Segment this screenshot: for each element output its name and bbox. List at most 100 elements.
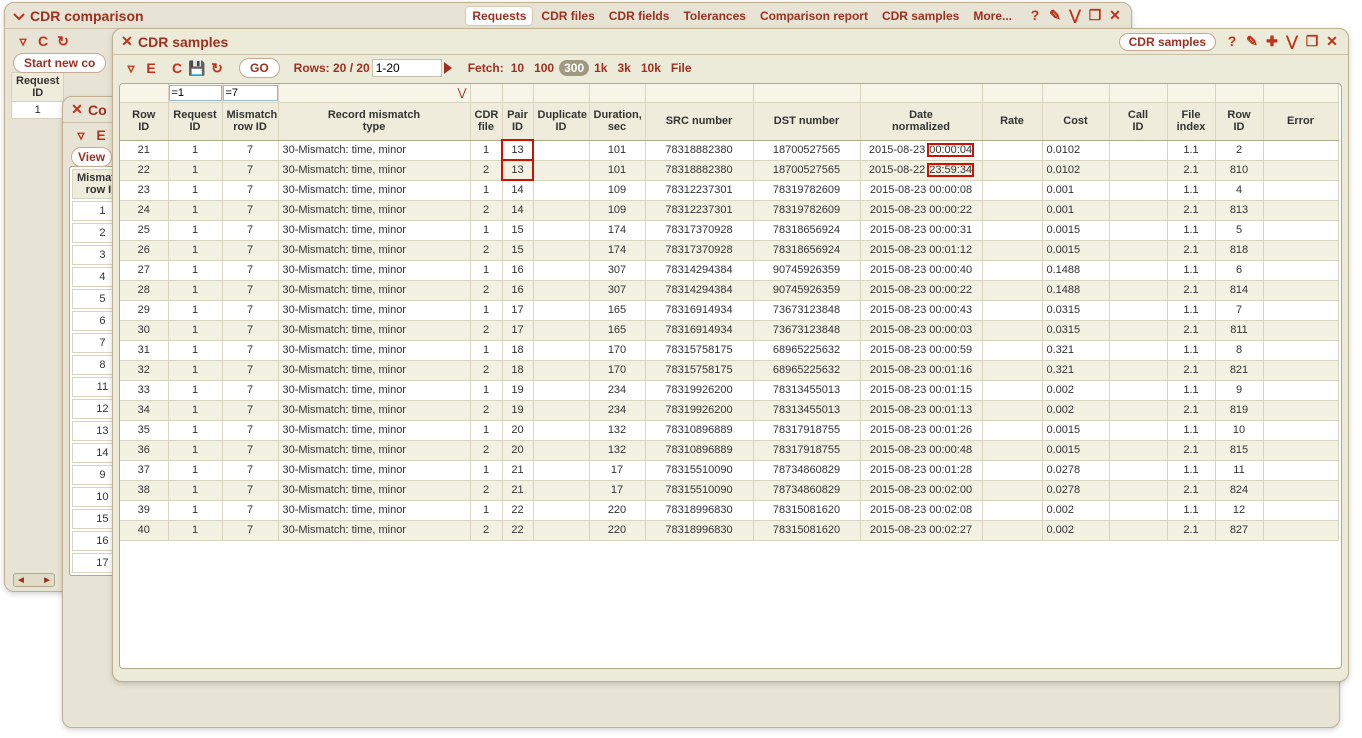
table-row[interactable]: 251730-Mismatch: time, minor115174783173… <box>120 220 1338 240</box>
export-e-icon[interactable]: E <box>92 126 110 144</box>
filter-cell[interactable] <box>589 84 645 102</box>
filter-request-id[interactable] <box>169 85 222 101</box>
table-row[interactable]: 231730-Mismatch: time, minor114109783122… <box>120 180 1338 200</box>
filter-icon[interactable]: ▿ <box>72 127 90 145</box>
edit-icon[interactable]: ✎ <box>1243 33 1261 51</box>
collapse-icon[interactable]: ⋁ <box>1283 33 1301 51</box>
rows-range-input[interactable] <box>372 59 442 77</box>
col-cdr_file[interactable]: CDR file <box>470 102 502 140</box>
expand-icon[interactable] <box>11 8 27 24</box>
col-pair_id[interactable]: Pair ID <box>502 102 533 140</box>
help-icon[interactable]: ? <box>1026 6 1044 24</box>
tab-cdr-fields[interactable]: CDR fields <box>603 7 676 25</box>
col-duplicate_id[interactable]: Duplicate ID <box>533 102 589 140</box>
table-row[interactable]: 381730-Mismatch: time, minor221177831551… <box>120 480 1338 500</box>
tab-tolerances[interactable]: Tolerances <box>677 7 751 25</box>
close-icon[interactable]: ✕ <box>69 102 85 118</box>
next-page-icon[interactable] <box>444 62 452 74</box>
table-row[interactable]: 371730-Mismatch: time, minor121177831551… <box>120 460 1338 480</box>
fetch-300[interactable]: 300 <box>559 60 589 76</box>
table-row[interactable]: 341730-Mismatch: time, minor219234783199… <box>120 400 1338 420</box>
col-row_id2[interactable]: Row ID <box>1215 102 1263 140</box>
col-dst_number[interactable]: DST number <box>753 102 860 140</box>
col-cost[interactable]: Cost <box>1042 102 1109 140</box>
filter-cell[interactable] <box>470 84 502 102</box>
tab-cdr-files[interactable]: CDR files <box>535 7 600 25</box>
filter-cell[interactable] <box>1042 84 1109 102</box>
table-row[interactable]: 311730-Mismatch: time, minor118170783157… <box>120 340 1338 360</box>
col-file_index[interactable]: File index <box>1167 102 1215 140</box>
table-row[interactable]: 391730-Mismatch: time, minor122220783189… <box>120 500 1338 520</box>
filter-cell[interactable] <box>222 84 278 102</box>
col-date_normalized[interactable]: Date normalized <box>860 102 982 140</box>
refresh-c-icon[interactable]: C <box>168 59 186 77</box>
fetch-1k[interactable]: 1k <box>589 60 612 76</box>
filter-cell[interactable] <box>1167 84 1215 102</box>
fetch-3k[interactable]: 3k <box>612 60 635 76</box>
scroll-left-right[interactable]: ◄ ► <box>13 573 55 587</box>
view-button[interactable]: View <box>71 147 112 167</box>
table-row[interactable]: 261730-Mismatch: time, minor215174783173… <box>120 240 1338 260</box>
col-record_mismatch_type[interactable]: Record mismatch type <box>278 102 470 140</box>
fetch-10k[interactable]: 10k <box>636 60 666 76</box>
export-e-icon[interactable]: E <box>142 59 160 77</box>
filter-cell[interactable] <box>982 84 1042 102</box>
col-call_id[interactable]: Call ID <box>1109 102 1167 140</box>
col-error[interactable]: Error <box>1263 102 1338 140</box>
reload-icon[interactable]: ↻ <box>208 59 226 77</box>
filter-cell[interactable] <box>120 84 168 102</box>
tab-cdr-samples[interactable]: CDR samples <box>876 7 965 25</box>
table-row[interactable]: 401730-Mismatch: time, minor222220783189… <box>120 520 1338 540</box>
filter-cell[interactable] <box>645 84 753 102</box>
fetch-File[interactable]: File <box>666 60 697 76</box>
filter-cell[interactable] <box>753 84 860 102</box>
filter-cell[interactable] <box>502 84 533 102</box>
col-duration_sec[interactable]: Duration, sec <box>589 102 645 140</box>
filter-cell[interactable] <box>1215 84 1263 102</box>
table-row[interactable]: 221730-Mismatch: time, minor213101783188… <box>120 160 1338 180</box>
table-row[interactable]: 361730-Mismatch: time, minor220132783108… <box>120 440 1338 460</box>
table-row[interactable]: 211730-Mismatch: time, minor113101783188… <box>120 140 1338 160</box>
filter-cell[interactable] <box>1109 84 1167 102</box>
table-row[interactable]: 331730-Mismatch: time, minor119234783199… <box>120 380 1338 400</box>
filter-cell[interactable] <box>168 84 222 102</box>
help-icon[interactable]: ? <box>1223 32 1241 50</box>
close-icon[interactable]: ✕ <box>1323 33 1341 51</box>
filter-icon[interactable]: ▿ <box>14 33 32 51</box>
table-row[interactable]: 321730-Mismatch: time, minor218170783157… <box>120 360 1338 380</box>
request-id-cell[interactable]: 1 <box>12 101 64 118</box>
col-src_number[interactable]: SRC number <box>645 102 753 140</box>
table-row[interactable]: 291730-Mismatch: time, minor117165783169… <box>120 300 1338 320</box>
reload-icon[interactable]: ↻ <box>54 33 72 51</box>
filter-cell[interactable] <box>533 84 589 102</box>
fetch-10[interactable]: 10 <box>506 60 529 76</box>
table-row[interactable]: 271730-Mismatch: time, minor116307783142… <box>120 260 1338 280</box>
add-icon[interactable]: ✚ <box>1263 33 1281 51</box>
filter-cell[interactable]: ⋁ <box>278 84 470 102</box>
col-mismatch_row_id[interactable]: Mismatch row ID <box>222 102 278 140</box>
save-icon[interactable]: 💾 <box>188 59 206 77</box>
cdr-samples-tab-button[interactable]: CDR samples <box>1119 33 1216 51</box>
table-row[interactable]: 301730-Mismatch: time, minor217165783169… <box>120 320 1338 340</box>
col-rate[interactable]: Rate <box>982 102 1042 140</box>
table-row[interactable]: 281730-Mismatch: time, minor216307783142… <box>120 280 1338 300</box>
filter-dropdown-icon[interactable]: ⋁ <box>457 86 466 99</box>
edit-icon[interactable]: ✎ <box>1046 7 1064 25</box>
filter-mismatch-row-id[interactable] <box>223 85 278 101</box>
scroll-right-icon[interactable]: ► <box>42 575 52 586</box>
maximize-icon[interactable]: ❐ <box>1086 7 1104 25</box>
fetch-100[interactable]: 100 <box>529 60 559 76</box>
tab-requests[interactable]: Requests <box>465 6 533 26</box>
collapse-icon[interactable]: ⋁ <box>1066 7 1084 25</box>
filter-cell[interactable] <box>860 84 982 102</box>
close-icon[interactable]: ✕ <box>1106 7 1124 25</box>
maximize-icon[interactable]: ❐ <box>1303 33 1321 51</box>
filter-cell[interactable] <box>1263 84 1338 102</box>
table-row[interactable]: 351730-Mismatch: time, minor120132783108… <box>120 420 1338 440</box>
scroll-left-icon[interactable]: ◄ <box>16 575 26 586</box>
filter-icon[interactable]: ▿ <box>122 59 140 77</box>
go-button[interactable]: GO <box>239 58 280 78</box>
start-new-comparison-button[interactable]: Start new co <box>13 53 106 73</box>
refresh-c-icon[interactable]: C <box>34 32 52 50</box>
col-row_id[interactable]: Row ID <box>120 102 168 140</box>
